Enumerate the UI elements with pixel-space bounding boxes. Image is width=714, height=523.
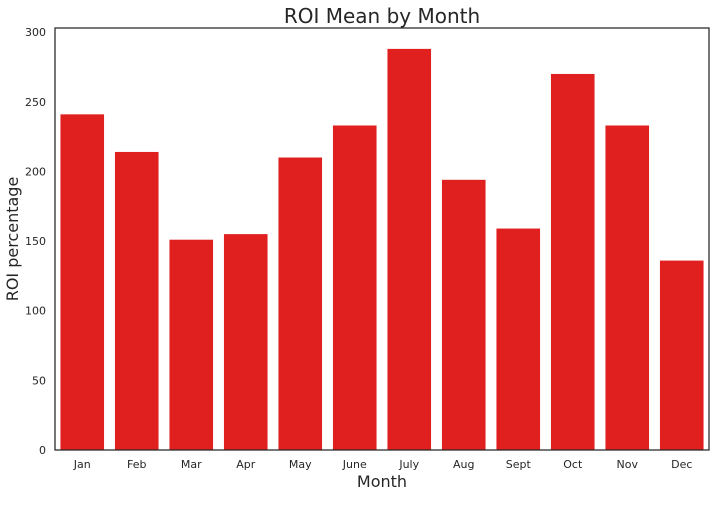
x-tick-label: Jan: [73, 458, 91, 471]
bar-july: [387, 48, 432, 450]
bar-aug: [441, 179, 486, 450]
x-tick-label: Dec: [671, 458, 692, 471]
y-tick-label: 0: [39, 444, 46, 457]
y-tick-label: 50: [32, 374, 46, 387]
bar-jan: [60, 114, 105, 450]
x-tick-label: Feb: [127, 458, 146, 471]
x-axis-ticks: Jan Feb Mar Apr May June July Aug Sept Oct Nov Dec: [73, 458, 693, 471]
x-tick-label: Sept: [506, 458, 532, 471]
x-tick-label: Mar: [181, 458, 202, 471]
bars-group: [60, 48, 704, 451]
x-tick-label: Nov: [617, 458, 639, 471]
x-tick-label: May: [289, 458, 312, 471]
bar-nov: [605, 125, 650, 451]
bar-may: [278, 157, 323, 450]
x-tick-label: July: [398, 458, 419, 471]
bar-sept: [496, 228, 541, 450]
x-tick-label: Oct: [563, 458, 583, 471]
bar-june: [332, 125, 377, 451]
bar-mar: [169, 239, 214, 450]
bar-apr: [223, 234, 268, 450]
y-tick-label: 100: [25, 305, 46, 318]
y-axis-ticks: 0 50 100 150 200 250 300: [25, 26, 46, 457]
y-tick-label: 150: [25, 235, 46, 248]
chart-title: ROI Mean by Month: [284, 4, 480, 28]
bar-oct: [550, 73, 595, 451]
x-tick-label: June: [342, 458, 367, 471]
bar-dec: [659, 260, 704, 450]
x-axis-label: Month: [357, 472, 407, 491]
plot-frame: [54, 27, 710, 451]
x-tick-label: Apr: [236, 458, 256, 471]
x-tick-label: Aug: [453, 458, 474, 471]
y-tick-label: 250: [25, 96, 46, 109]
y-axis-label: ROI percentage: [3, 177, 22, 302]
bar-feb: [114, 151, 159, 450]
y-tick-label: 300: [25, 26, 46, 39]
y-tick-label: 200: [25, 165, 46, 178]
